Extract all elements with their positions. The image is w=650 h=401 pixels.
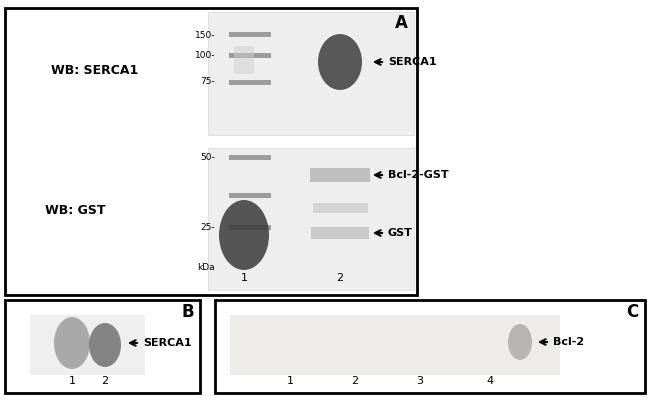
Bar <box>230 315 560 375</box>
Bar <box>30 315 145 375</box>
Bar <box>5 8 417 295</box>
Text: 1: 1 <box>68 376 75 386</box>
Bar <box>234 46 254 74</box>
Text: 1: 1 <box>287 376 294 386</box>
Text: 25-: 25- <box>200 223 215 233</box>
Text: 2: 2 <box>352 376 359 386</box>
Text: 4: 4 <box>486 376 493 386</box>
Text: C: C <box>626 303 638 321</box>
Text: 2: 2 <box>337 273 344 283</box>
Bar <box>5 300 200 393</box>
Ellipse shape <box>89 323 121 367</box>
Bar <box>311 227 369 239</box>
Bar <box>229 79 271 85</box>
Text: 150-: 150- <box>194 30 215 40</box>
Text: 75-: 75- <box>200 77 215 87</box>
Text: B: B <box>181 303 194 321</box>
Text: SERCA1: SERCA1 <box>143 338 192 348</box>
Ellipse shape <box>219 200 269 270</box>
Bar <box>229 154 271 160</box>
Ellipse shape <box>508 324 532 360</box>
Bar <box>229 225 271 229</box>
Text: Bcl-2-GST: Bcl-2-GST <box>388 170 448 180</box>
Text: WB: SERCA1: WB: SERCA1 <box>51 63 138 77</box>
Text: 50-: 50- <box>200 154 215 162</box>
Text: 2: 2 <box>101 376 109 386</box>
Bar <box>313 203 367 213</box>
Ellipse shape <box>318 34 362 90</box>
Text: kDa: kDa <box>198 263 215 273</box>
Text: SERCA1: SERCA1 <box>388 57 437 67</box>
Bar <box>208 148 414 290</box>
Text: 1: 1 <box>240 273 248 283</box>
Text: GST: GST <box>388 228 413 238</box>
Ellipse shape <box>54 317 90 369</box>
Bar <box>229 32 271 36</box>
Bar <box>229 53 271 57</box>
Bar <box>229 192 271 198</box>
Bar <box>310 168 370 182</box>
Text: 3: 3 <box>417 376 424 386</box>
Text: Bcl-2: Bcl-2 <box>553 337 584 347</box>
Text: A: A <box>395 14 408 32</box>
Bar <box>208 12 414 135</box>
Text: 100-: 100- <box>194 51 215 59</box>
Bar <box>215 300 645 393</box>
Text: WB: GST: WB: GST <box>45 203 105 217</box>
